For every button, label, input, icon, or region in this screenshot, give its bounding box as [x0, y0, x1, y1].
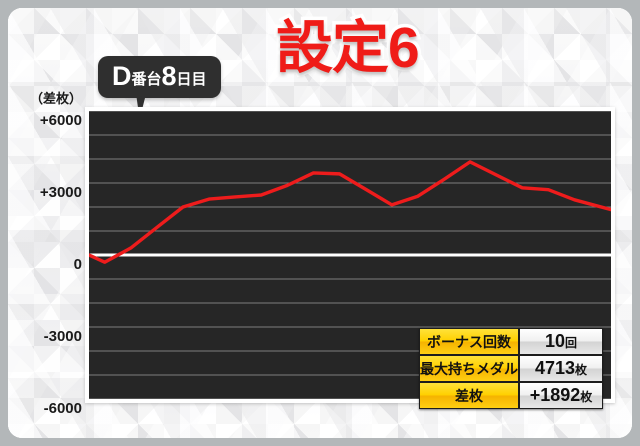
page-title: 設定6: [273, 16, 424, 80]
stat-value-diff: +1892枚: [519, 382, 603, 409]
y-axis-unit-label: （差枚）: [29, 91, 82, 106]
stat-label-bonus: ボーナス回数: [419, 328, 519, 355]
y-axis: （差枚） +6000 +3000 0 -3000 -6000: [8, 8, 90, 438]
table-row: 差枚 +1892枚: [419, 382, 603, 409]
stat-unit-diff: 枚: [580, 390, 593, 404]
stat-unit-max-medal: 枚: [575, 363, 588, 377]
table-row: 最大持ちメダル 4713枚: [419, 355, 603, 382]
machine-id: D: [112, 61, 132, 91]
payout-line-chart: [89, 111, 611, 399]
stat-unit-bonus: 回: [565, 336, 578, 350]
chart-frame: [85, 107, 615, 403]
machine-label-balloon: D番台8日目: [98, 56, 221, 98]
machine-suffix: 番台: [131, 71, 162, 88]
stat-value-bonus-number: 10: [544, 331, 565, 351]
table-row: ボーナス回数 10回: [419, 328, 603, 355]
stat-value-max-medal-number: 4713: [534, 358, 576, 378]
y-tick-6000: +6000: [39, 112, 82, 129]
day-number: 8: [161, 61, 177, 91]
stat-value-max-medal: 4713枚: [519, 355, 603, 382]
stat-label-max-medal: 最大持ちメダル: [419, 355, 519, 382]
y-tick-m3000: -3000: [43, 328, 82, 345]
day-suffix: 日目: [176, 71, 207, 88]
stat-label-diff: 差枚: [419, 382, 519, 409]
stat-value-bonus: 10回: [519, 328, 603, 355]
stats-table-body: ボーナス回数 10回 最大持ちメダル 4713枚 差枚 +1892枚: [419, 328, 603, 409]
y-tick-m6000: -6000: [43, 400, 82, 417]
y-tick-3000: +3000: [39, 184, 82, 201]
stat-value-diff-number: +1892: [529, 385, 581, 405]
result-card: 設定6 D番台8日目 （差枚） +6000 +3000 0 -3000 -600…: [8, 8, 632, 438]
stats-table: ボーナス回数 10回 最大持ちメダル 4713枚 差枚 +1892枚: [419, 328, 603, 409]
y-tick-0: 0: [73, 256, 82, 273]
